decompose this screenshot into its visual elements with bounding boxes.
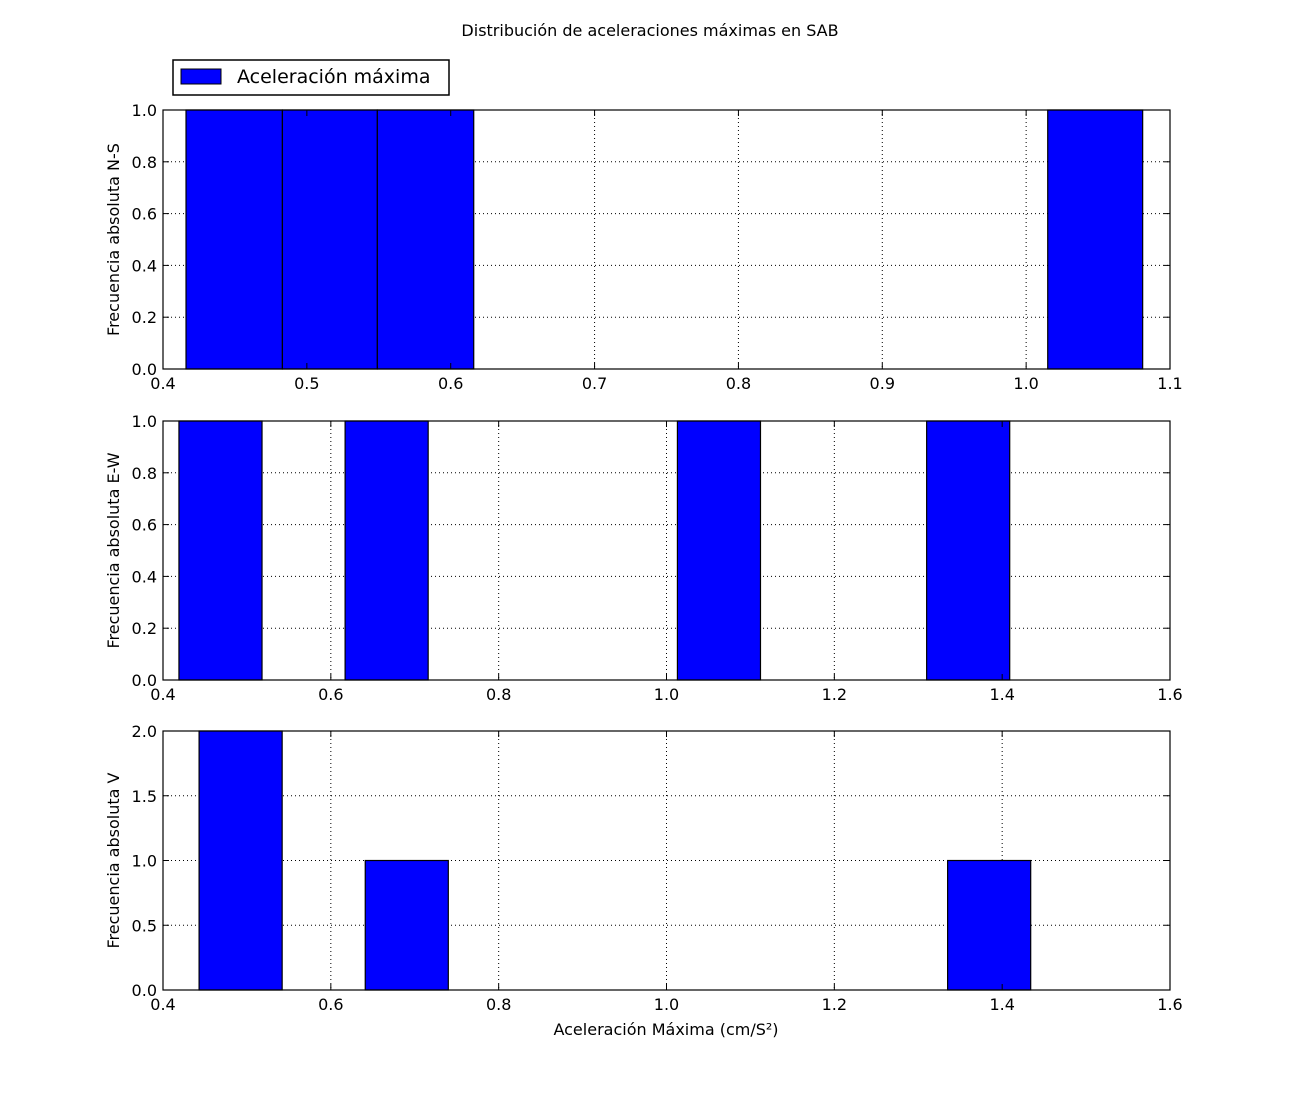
y-tick-label: 0.2 [132, 308, 157, 327]
x-tick-label: 1.6 [1157, 685, 1182, 704]
histogram-bar [178, 420, 263, 681]
y-tick-label: 0.6 [132, 205, 157, 224]
histogram-bar [947, 859, 1032, 991]
panel-vertical: 0.4 0.6 0.8 1.0 1.2 1.4 1.6 0.0 0.5 1.0 1.5 2.0 Frec… [104, 722, 1183, 1014]
x-tick-label: 0.6 [438, 374, 463, 393]
y-axis-label: Frecuencia absoluta N-S [104, 143, 123, 336]
x-tick-label: 0.7 [582, 374, 607, 393]
y-tick-label: 0.6 [132, 516, 157, 535]
y-tick-label: 0.8 [132, 464, 157, 483]
y-tick-label: 0.5 [132, 916, 157, 935]
y-axis-label: Frecuencia absoluta V [104, 772, 123, 948]
histogram-bar [185, 109, 284, 370]
y-tick-label: 2.0 [132, 722, 157, 741]
x-tick-label: 0.6 [318, 685, 343, 704]
x-tick-label: 1.0 [1013, 374, 1038, 393]
y-tick-label: 0.4 [132, 256, 157, 275]
y-tick-label: 0.0 [132, 981, 157, 1000]
x-tick-label: 0.8 [726, 374, 751, 393]
x-axis-label: Aceleración Máxima (cm/S²) [553, 1020, 778, 1039]
y-tick-label: 1.0 [132, 101, 157, 120]
y-tick-label: 0.2 [132, 619, 157, 638]
x-tick-label: 1.1 [1157, 374, 1182, 393]
panel-north-south: 0.4 0.5 0.6 0.7 0.8 0.9 1.0 1.1 0.0 0.2 0.4 0.6 0.8 1… [104, 101, 1183, 393]
x-tick-label: 1.0 [654, 995, 679, 1014]
x-tick-label: 0.6 [318, 995, 343, 1014]
plot-frame [162, 109, 1171, 370]
y-tick-label: 0.0 [132, 360, 157, 379]
y-tick-label: 0.8 [132, 153, 157, 172]
x-tick-label: 1.2 [822, 685, 847, 704]
x-tick-label: 0.8 [486, 995, 511, 1014]
y-tick-label: 1.0 [132, 412, 157, 431]
histogram-bar [1047, 109, 1144, 370]
legend-label: Aceleración máxima [237, 66, 430, 88]
x-tick-label: 1.6 [1157, 995, 1182, 1014]
figure-title: Distribución de aceleraciones máximas en… [461, 21, 838, 40]
histogram-bar [344, 420, 429, 681]
x-tick-label: 0.4 [150, 685, 175, 704]
panel-east-west: 0.4 0.6 0.8 1.0 1.2 1.4 1.6 0.0 0.2 0.4 0.6 0.8 1.0 F… [104, 412, 1183, 704]
x-tick-label: 0.5 [294, 374, 319, 393]
y-tick-label: 0.0 [132, 671, 157, 690]
histogram-bar [376, 109, 475, 370]
y-axis-label: Frecuencia absoluta E-W [104, 452, 123, 648]
histogram-bar [926, 420, 1011, 681]
x-tick-label: 1.4 [989, 685, 1014, 704]
x-tick-label: 0.4 [150, 374, 175, 393]
x-tick-label: 1.4 [989, 995, 1014, 1014]
x-tick-label: 0.4 [150, 995, 175, 1014]
histogram-bar [281, 109, 378, 370]
y-tick-label: 1.5 [132, 787, 157, 806]
x-tick-label: 0.9 [870, 374, 895, 393]
histogram-bar [676, 420, 762, 681]
histogram-bar [198, 730, 283, 991]
x-tick-label: 0.8 [486, 685, 511, 704]
y-tick-label: 1.0 [132, 852, 157, 871]
histogram-bar [364, 859, 449, 991]
x-tick-label: 1.0 [654, 685, 679, 704]
legend: Aceleración máxima [172, 59, 450, 96]
x-tick-label: 1.2 [822, 995, 847, 1014]
legend-swatch [180, 68, 222, 85]
y-tick-label: 0.4 [132, 567, 157, 586]
